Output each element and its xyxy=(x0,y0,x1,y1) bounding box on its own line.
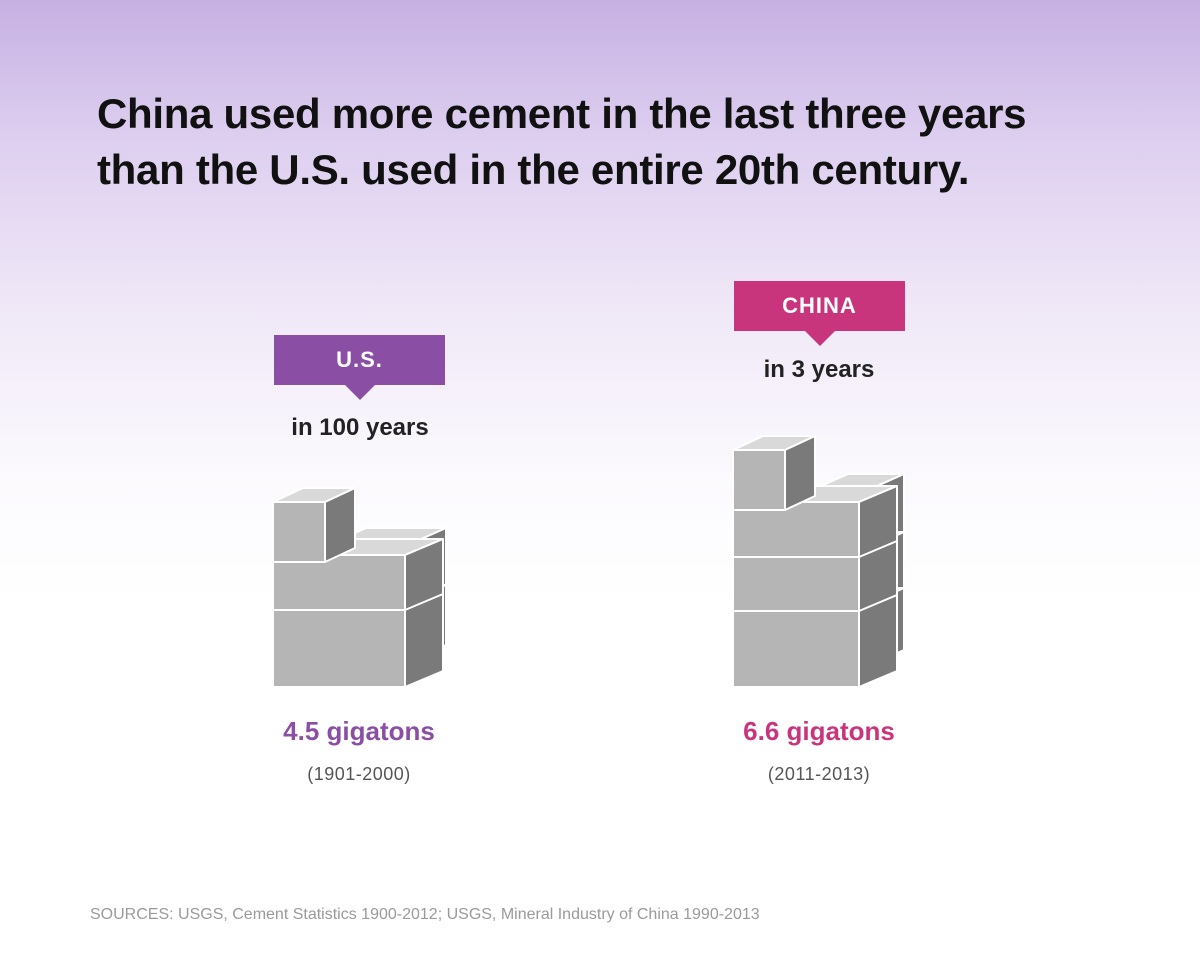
us-period-label: in 100 years xyxy=(291,414,429,441)
us-value-label: 4.5 gigatons xyxy=(283,716,435,746)
chart-title-line-1: China used more cement in the last three… xyxy=(97,90,1027,137)
us-top-cube-front xyxy=(272,501,326,563)
china-front-block-1-front xyxy=(732,608,860,688)
us-top-cube-side xyxy=(324,487,356,563)
china-front-block-3-front xyxy=(732,501,860,558)
chart-title: China used more cement in the last three… xyxy=(97,86,1157,198)
us-callout: U.S. xyxy=(274,335,445,400)
china-period-label: in 3 years xyxy=(763,356,875,383)
china-top-cube-side xyxy=(784,435,816,511)
us-range-label: (1901-2000) xyxy=(307,764,411,784)
us-callout-label: U.S. xyxy=(336,347,383,372)
us-front-block-2-front xyxy=(272,554,406,611)
china-block-stack xyxy=(732,435,905,688)
us-block-stack xyxy=(272,487,447,688)
us-front-block-1-front xyxy=(272,608,406,688)
china-callout: CHINA xyxy=(734,281,905,346)
china-value-label: 6.6 gigatons xyxy=(743,716,895,746)
china-front-block-2-front xyxy=(732,555,860,612)
china-top-cube-front xyxy=(732,449,786,511)
chart-title-line-2: than the U.S. used in the entire 20th ce… xyxy=(97,146,970,193)
sources-note: SOURCES: USGS, Cement Statistics 1900-20… xyxy=(90,906,760,923)
china-range-label: (2011-2013) xyxy=(767,764,871,784)
china-callout-label: CHINA xyxy=(782,293,857,318)
